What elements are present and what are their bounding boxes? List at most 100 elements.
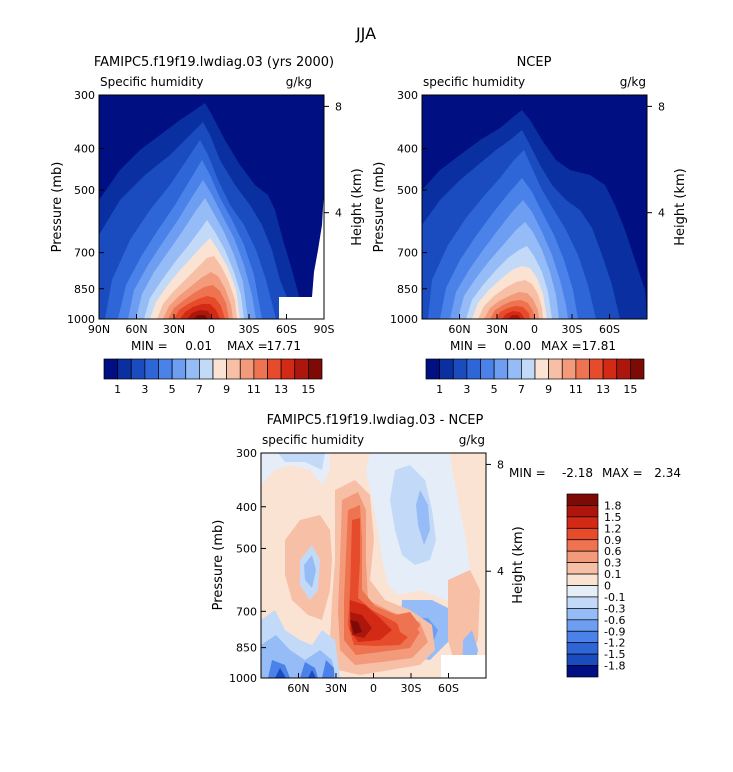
colorbar-label: 7 [196, 383, 203, 396]
colorbar-swatch [308, 358, 323, 380]
colorbar-swatch [534, 358, 549, 380]
colorbar-label: 5 [491, 383, 498, 396]
colorbar-label: 0.9 [604, 534, 622, 547]
x-tick-label: 0 [531, 323, 538, 336]
colorbar-swatch [158, 358, 173, 380]
colorbar-label: 1.8 [604, 499, 622, 512]
colorbar-swatch [507, 358, 522, 380]
colorbar-label: -0.3 [604, 602, 625, 615]
max-label: MAX = [541, 339, 582, 353]
y-tick-label: 400 [397, 143, 418, 156]
colorbar-label: -1.5 [604, 648, 625, 661]
max-value: 2.34 [654, 466, 681, 480]
colorbar-swatch [566, 619, 599, 632]
colorbar-label: 11 [569, 383, 583, 396]
panel-model: FAMIPC5.f19f19.lwdiag.03 (yrs 2000) Spec… [50, 55, 365, 396]
units-label: g/kg [286, 75, 312, 89]
colorbar-label: 3 [463, 383, 470, 396]
colorbar-swatch [566, 573, 599, 586]
height-axis: 84 [486, 458, 504, 578]
y-tick-label: 300 [236, 447, 257, 460]
colorbar-swatch [212, 358, 227, 380]
height-axis-label: Height (km) [511, 526, 526, 603]
x-tick-label: 0 [370, 682, 377, 695]
colorbar-label: 0.1 [604, 568, 622, 581]
colorbar-swatch [199, 358, 214, 380]
y-axis-label: Pressure (mb) [372, 162, 387, 253]
stats-line: MIN = 0.01 MAX = 17.71 [131, 339, 301, 353]
y-tick-label: 500 [236, 542, 257, 555]
max-label: MAX = [602, 466, 643, 480]
colorbar-label: 13 [274, 383, 288, 396]
panel-title: NCEP [517, 55, 552, 70]
y-tick-label: 1000 [390, 313, 418, 326]
colorbar-swatch [575, 358, 590, 380]
min-label: MIN = [131, 339, 168, 353]
colorbar-swatch [566, 550, 599, 563]
y-axis: 300 400 500 700 850 1000 [67, 89, 104, 326]
y-tick-label: 500 [397, 184, 418, 197]
colorbar-label: 9 [545, 383, 552, 396]
x-tick-label: 30S [401, 682, 422, 695]
x-tick-label: 0 [208, 323, 215, 336]
height-axis-label: Height (km) [673, 168, 688, 245]
colorbar-swatch [253, 358, 268, 380]
colorbar-label: 15 [301, 383, 315, 396]
colorbar-swatch [566, 653, 599, 666]
colorbar-label: 7 [518, 383, 525, 396]
y-tick-label: 400 [74, 143, 95, 156]
humidity-contours [422, 110, 647, 319]
height-tick-label: 8 [335, 100, 342, 113]
difference-contours [261, 453, 480, 678]
y-axis-label: Pressure (mb) [50, 162, 65, 253]
variable-label: specific humidity [423, 75, 525, 89]
colorbar-swatch [439, 358, 454, 380]
x-tick-label: 90N [88, 323, 110, 336]
colorbar-label: 11 [247, 383, 261, 396]
x-axis: 60N 30N 0 30S 60S [448, 314, 620, 336]
x-tick-label: 30S [562, 323, 583, 336]
y-axis: 300 400 500 700 850 1000 [390, 89, 427, 326]
x-tick-label: 30S [239, 323, 260, 336]
colorbar-swatch [566, 665, 599, 678]
y-tick-label: 700 [397, 247, 418, 260]
x-tick-label: 60S [276, 323, 297, 336]
humidity-contours [99, 103, 310, 319]
colorbar-swatch [566, 585, 599, 598]
colorbar-swatch [548, 358, 563, 380]
colorbar-label: 3 [141, 383, 148, 396]
units-label: g/kg [459, 433, 485, 447]
panel-title: FAMIPC5.f19f19.lwdiag.03 - NCEP [267, 413, 484, 428]
x-tick-label: 60N [448, 323, 470, 336]
panel-ncep: NCEP specific humidity g/kg [372, 55, 688, 396]
colorbar-swatch [521, 358, 536, 380]
colorbar-swatch [566, 608, 599, 621]
x-tick-label: 30N [163, 323, 185, 336]
colorbar-swatch [566, 562, 599, 575]
colorbar-label: 13 [596, 383, 610, 396]
colorbar-swatch [239, 358, 255, 380]
height-tick-label: 4 [335, 207, 342, 220]
colorbar-label: 1 [114, 383, 121, 396]
colorbar-swatch [566, 505, 599, 518]
panel-difference: FAMIPC5.f19f19.lwdiag.03 - NCEP specific… [211, 413, 681, 695]
stats-line: MIN = 0.00 MAX = 17.81 [450, 339, 616, 353]
height-axis: 84 [324, 100, 342, 220]
colorbar-swatch [566, 493, 599, 506]
colorbar-swatch [602, 358, 618, 380]
x-tick-label: 30N [325, 682, 347, 695]
plot-area: 90N 60N 30N 0 30S 60S 90S 3004005007008501000 … [67, 89, 342, 336]
colorbar-swatch [280, 358, 296, 380]
x-tick-label: 60S [599, 323, 620, 336]
max-value: 17.81 [582, 339, 616, 353]
colorbar-label: -1.8 [604, 660, 625, 673]
height-tick-label: 4 [497, 565, 504, 578]
colorbar-label: 1 [436, 383, 443, 396]
y-tick-label: 850 [74, 283, 95, 296]
colorbar-swatch [294, 358, 309, 380]
variable-label: Specific humidity [100, 75, 204, 89]
colorbar-swatch [566, 516, 599, 529]
colorbar-swatch [103, 358, 118, 380]
